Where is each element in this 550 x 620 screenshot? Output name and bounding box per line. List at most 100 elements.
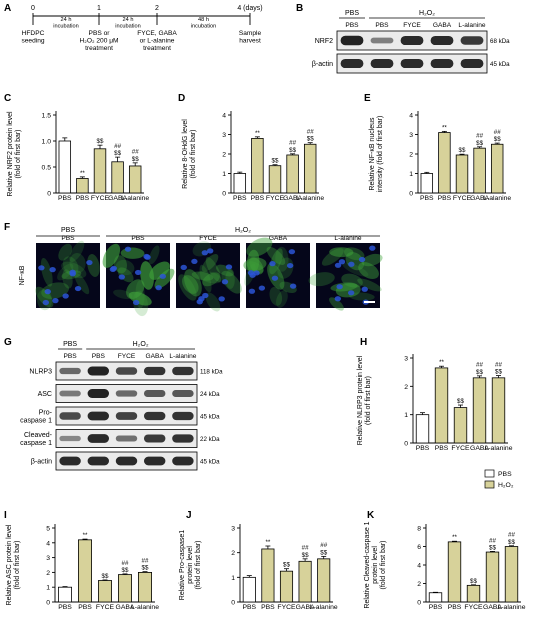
text-line: ** <box>452 534 457 541</box>
y-tick-label: 2 <box>222 152 226 159</box>
if-cytoplasm <box>197 270 222 284</box>
if-cytoplasm <box>178 274 197 301</box>
text-line: C <box>4 93 11 104</box>
if-cytoplasm <box>249 257 264 275</box>
text-line: ## <box>320 542 327 549</box>
bar <box>317 558 331 603</box>
lane-label: PBS <box>63 353 77 360</box>
legend: PBS H₂O₂ <box>484 469 514 489</box>
text-line: treatment <box>143 45 171 52</box>
text-line: 4 <box>46 540 50 547</box>
text-line: Relative NF-κB nucleus <box>369 117 376 191</box>
bar <box>118 574 133 603</box>
y-tick-label: 3 <box>222 132 226 139</box>
panel-g-blot: PBS H₂O₂ PBS PBS FYCE GABA L-alanine NLRP3 118 k… <box>20 341 223 471</box>
text-line: H₂O₂ <box>133 341 149 348</box>
panel-letter-d: D <box>178 93 185 104</box>
text-line: HFDPC <box>22 30 45 37</box>
x-tick-label: FYCE <box>266 195 285 202</box>
x-tick-label: FYCE <box>451 445 470 452</box>
timeline-timepoint: 2 <box>155 5 159 12</box>
bar <box>137 572 152 603</box>
timeline-interval: 48 h incubation <box>191 17 217 29</box>
text-line: I <box>4 510 7 521</box>
y-tick-label: 2 <box>404 384 408 391</box>
blot-row-label: β-actin <box>312 61 333 68</box>
blot-band <box>460 58 484 69</box>
text-line: NLRP3 <box>29 369 52 376</box>
text-line: or L-alanine <box>140 38 175 45</box>
if-nucleus <box>286 262 294 269</box>
if-nucleus <box>288 249 296 255</box>
text-line: 22 kDa <box>200 436 220 443</box>
bar <box>233 173 247 194</box>
text-line: $$ <box>459 147 466 154</box>
text-line: ## <box>508 532 515 539</box>
y-tick-label: 4 <box>46 540 50 547</box>
x-tick-label: GABA <box>108 195 127 202</box>
if-cytoplasm <box>140 261 154 290</box>
significance-mark: ## $$ <box>494 129 501 143</box>
panel-letter-k: K <box>367 510 375 521</box>
y-tick-label: 1.5 <box>42 113 52 120</box>
if-nucleus <box>124 246 132 252</box>
panel-letter-g: G <box>4 337 12 348</box>
timeline-step: Sample harvest <box>239 30 262 45</box>
text-line: ** <box>265 539 270 546</box>
panel-b-blot: PBS H₂O₂ PBS PBS FYCE GABA L-alanine NRF2 68 kDa… <box>312 10 510 74</box>
blot-kda-label: 22 kDa <box>200 436 220 443</box>
blot-band <box>340 35 364 46</box>
timeline-step: FYCE, GABA or L-alanine treatment <box>137 30 177 52</box>
text-line: caspase 1 <box>20 418 52 425</box>
text-line: $$ <box>489 544 496 551</box>
y-tick-label: 1.0 <box>42 139 52 146</box>
lane-label: PBS <box>92 353 106 360</box>
text-line: Relative 8-OHdG level <box>182 119 189 189</box>
text-line: J <box>186 510 192 521</box>
panel-letter-f: F <box>4 222 10 233</box>
if-cytoplasm <box>41 282 70 300</box>
significance-mark: ** <box>442 124 447 131</box>
text-line: 0.5 <box>42 165 52 172</box>
text-line: L-alanine <box>169 353 196 360</box>
text-line: $$ <box>476 140 483 147</box>
if-cytoplasm <box>191 271 214 281</box>
if-cytoplasm <box>329 247 354 258</box>
chart-i: I 0 1 2 3 4 5 Relative ASC protein level(fold o… <box>4 510 159 611</box>
blot-band <box>115 456 138 466</box>
x-tick-label: PBS <box>78 604 92 611</box>
blot-row-label: Cleaved-caspase 1 <box>20 432 53 447</box>
y-tick-label: 2 <box>231 550 235 557</box>
blot-band <box>115 412 138 420</box>
if-nucleus <box>348 261 355 267</box>
text-line: Relative NRF2 protein level <box>7 111 14 197</box>
lane-label: GABA <box>146 353 165 360</box>
y-tick-label: 3 <box>231 526 235 533</box>
text-line: β-actin <box>31 459 52 466</box>
significance-mark: ** <box>439 359 444 366</box>
text-line: PBS <box>429 604 443 611</box>
blot-kda-label: 24 kDa <box>200 391 220 398</box>
blot-band <box>59 412 81 420</box>
x-tick-label: GABA <box>116 604 135 611</box>
blot-band <box>59 390 81 397</box>
if-nucleus <box>155 285 162 291</box>
if-cytoplasm <box>57 263 74 281</box>
text-line: FYCE <box>96 604 115 611</box>
text-line: 48 h <box>198 17 209 23</box>
group-label-pbs: PBS <box>63 341 77 348</box>
blot-band <box>143 366 166 376</box>
significance-mark: ## $$ <box>122 560 129 574</box>
if-cytoplasm <box>205 257 222 283</box>
text-line: GABA <box>470 445 489 452</box>
blot-band <box>172 390 194 397</box>
group-label-h2o2: H₂O₂ <box>235 227 251 234</box>
text-line: PBS <box>63 341 77 348</box>
text-line: PBS <box>251 195 265 202</box>
if-cytoplasm <box>182 275 199 294</box>
x-tick-label: GABA <box>296 604 315 611</box>
text-line: 45 kDa <box>200 458 220 465</box>
text-line: H₂O₂ <box>419 10 435 17</box>
bar <box>415 414 430 444</box>
significance-mark: ** <box>452 534 457 541</box>
